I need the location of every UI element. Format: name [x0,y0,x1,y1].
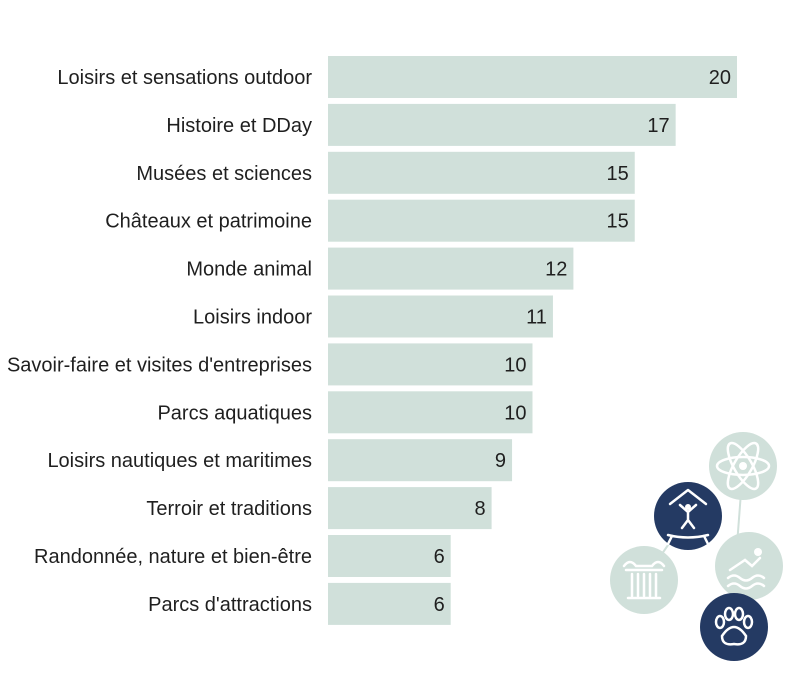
bar [328,535,451,577]
bar [328,391,533,434]
value-label: 8 [474,498,485,520]
value-label: 15 [607,163,629,185]
column-icon [610,546,678,614]
atom-icon [709,432,777,500]
bar [328,103,676,146]
value-label: 15 [607,211,629,233]
category-label: Histoire et DDay [166,115,312,137]
category-label: Parcs aquatiques [157,402,312,424]
bar [328,487,492,530]
bar [328,343,533,386]
value-label: 20 [709,67,731,89]
value-label: 10 [504,354,526,376]
category-label: Châteaux et patrimoine [105,211,312,233]
value-label: 11 [526,307,547,329]
category-label: Parcs d'attractions [148,594,312,616]
value-label: 9 [495,450,506,472]
swimmer-icon [715,532,783,600]
paw-icon [700,593,768,661]
bar [328,439,513,482]
value-label: 6 [434,546,445,568]
category-label: Savoir-faire et visites d'entreprises [7,354,312,376]
category-label: Loisirs et sensations outdoor [57,67,312,89]
value-label: 6 [434,594,445,616]
trampoline-icon [654,482,722,550]
bar [328,582,451,625]
category-label: Loisirs indoor [193,307,312,329]
bar [328,295,553,338]
bar [328,199,635,242]
category-label: Randonnée, nature et bien-être [34,546,312,568]
category-label: Terroir et traditions [146,498,312,520]
category-label: Musées et sciences [136,163,312,185]
bar [328,151,635,194]
value-label: 12 [545,259,567,281]
category-label: Loisirs nautiques et maritimes [47,450,312,472]
bar [328,56,737,98]
value-label: 17 [647,115,669,137]
value-label: 10 [504,402,526,424]
category-icons [610,432,783,661]
bar [328,247,574,290]
category-label: Monde animal [186,259,312,281]
